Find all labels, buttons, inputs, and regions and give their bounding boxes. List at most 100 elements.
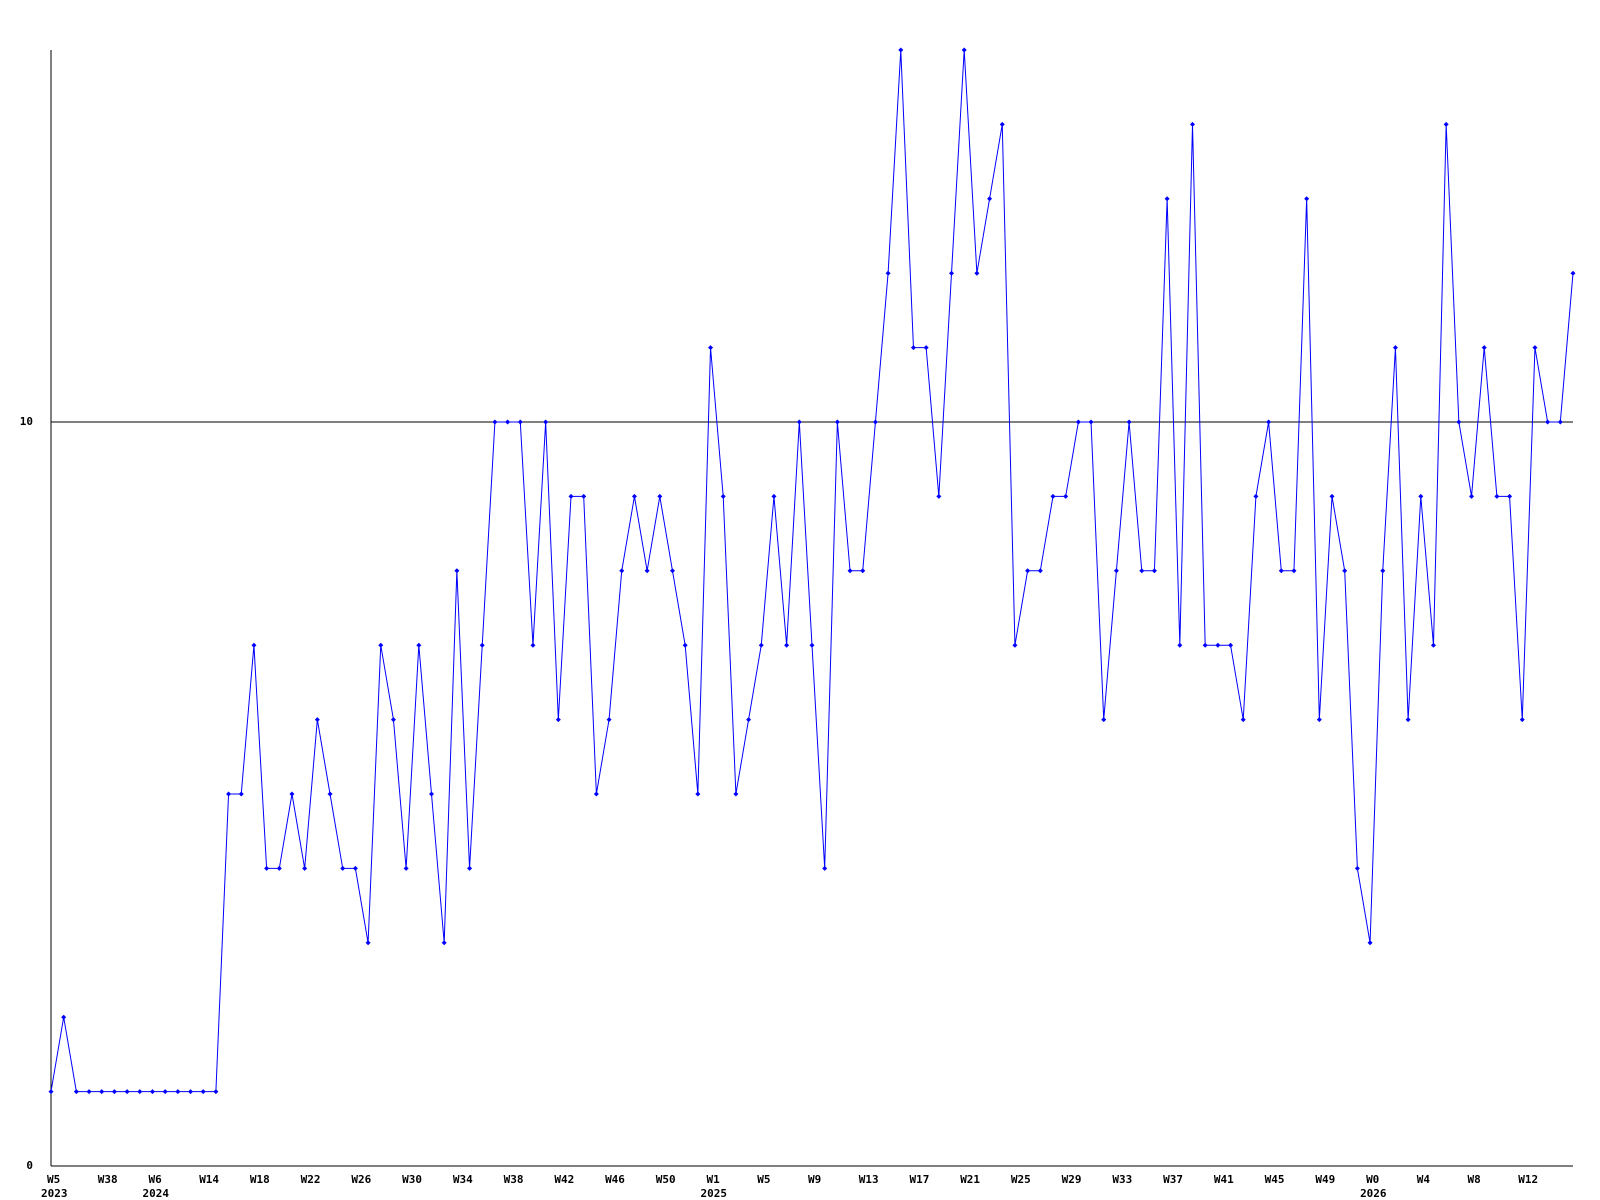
point <box>340 865 346 871</box>
point <box>264 865 270 871</box>
point <box>999 121 1005 127</box>
point <box>429 791 434 797</box>
x-tick-label: W33 <box>1112 1173 1132 1186</box>
point <box>1139 568 1145 574</box>
point <box>657 493 663 499</box>
point <box>619 568 625 574</box>
x-tick-label: W5 <box>757 1173 770 1186</box>
point <box>860 568 866 574</box>
point <box>555 717 561 723</box>
point <box>1494 493 1500 499</box>
point <box>961 47 967 53</box>
point <box>644 568 650 574</box>
x-tick-label: W42 <box>554 1173 574 1186</box>
x-tick-label: W46 <box>605 1173 625 1186</box>
point <box>923 345 929 351</box>
point <box>1202 642 1208 648</box>
point <box>631 493 637 499</box>
point <box>1063 493 1069 499</box>
point <box>1354 865 1360 871</box>
point <box>949 270 955 276</box>
point <box>365 940 371 946</box>
point <box>581 493 587 499</box>
x-tick-label: W0 <box>1366 1173 1379 1186</box>
x-tick-label: W26 <box>351 1173 371 1186</box>
x-tick-label: W1 <box>707 1173 721 1186</box>
point <box>48 1089 54 1095</box>
point <box>352 865 358 871</box>
x-tick-label: W9 <box>808 1173 821 1186</box>
point <box>1405 717 1411 723</box>
point <box>1190 121 1195 127</box>
point <box>822 865 828 871</box>
point <box>1418 493 1424 499</box>
point <box>1329 493 1335 499</box>
point <box>1228 642 1234 648</box>
x-tick-label: W5 <box>47 1173 60 1186</box>
point <box>695 791 701 797</box>
point <box>1151 568 1157 574</box>
point <box>327 791 333 797</box>
point <box>1215 642 1221 648</box>
point <box>441 940 447 946</box>
point <box>1291 568 1297 574</box>
point <box>784 642 790 648</box>
point <box>1278 568 1284 574</box>
x-tick-label: W8 <box>1468 1173 1481 1186</box>
point <box>543 419 549 425</box>
point <box>530 642 536 648</box>
x-tick-label: W13 <box>859 1173 879 1186</box>
point <box>149 1089 155 1095</box>
x-tick-label: W45 <box>1265 1173 1285 1186</box>
point <box>86 1089 92 1095</box>
x-tick-label: W38 <box>504 1173 524 1186</box>
x-tick-label: W34 <box>453 1173 473 1186</box>
point <box>1342 568 1348 574</box>
point <box>1507 493 1513 499</box>
point <box>1570 270 1576 276</box>
point <box>479 642 485 648</box>
point <box>1469 493 1475 499</box>
point <box>137 1089 143 1095</box>
point <box>1012 642 1018 648</box>
point <box>175 1089 181 1095</box>
point <box>403 865 409 871</box>
point <box>720 493 726 499</box>
x-tick-label: W6 <box>148 1173 162 1186</box>
point <box>1050 493 1056 499</box>
point <box>885 270 891 276</box>
point <box>669 568 675 574</box>
x-tick-label: W38 <box>98 1173 118 1186</box>
point <box>987 196 993 202</box>
point <box>1304 196 1310 202</box>
point <box>213 1089 219 1095</box>
point <box>606 717 612 723</box>
point <box>390 717 396 723</box>
x-tick-label: W14 <box>199 1173 219 1186</box>
point <box>746 717 752 723</box>
x-tick-label: W4 <box>1417 1173 1431 1186</box>
x-tick-label: W22 <box>301 1173 321 1186</box>
point <box>1240 717 1246 723</box>
point <box>61 1014 67 1020</box>
point <box>771 493 777 499</box>
point <box>974 270 980 276</box>
point <box>73 1089 79 1095</box>
x-year-label: 2026 <box>1360 1187 1387 1200</box>
point <box>1088 419 1094 425</box>
point <box>758 642 764 648</box>
x-tick-label: W21 <box>960 1173 980 1186</box>
x-tick-label: W41 <box>1214 1173 1234 1186</box>
x-tick-label: W50 <box>656 1173 676 1186</box>
x-tick-label: W29 <box>1062 1173 1082 1186</box>
point <box>1392 345 1398 351</box>
x-tick-label: W30 <box>402 1173 422 1186</box>
point <box>1316 717 1322 723</box>
point <box>1126 419 1132 425</box>
point <box>99 1089 105 1095</box>
point <box>1519 717 1525 723</box>
point <box>162 1089 168 1095</box>
point <box>226 791 232 797</box>
point <box>200 1089 206 1095</box>
